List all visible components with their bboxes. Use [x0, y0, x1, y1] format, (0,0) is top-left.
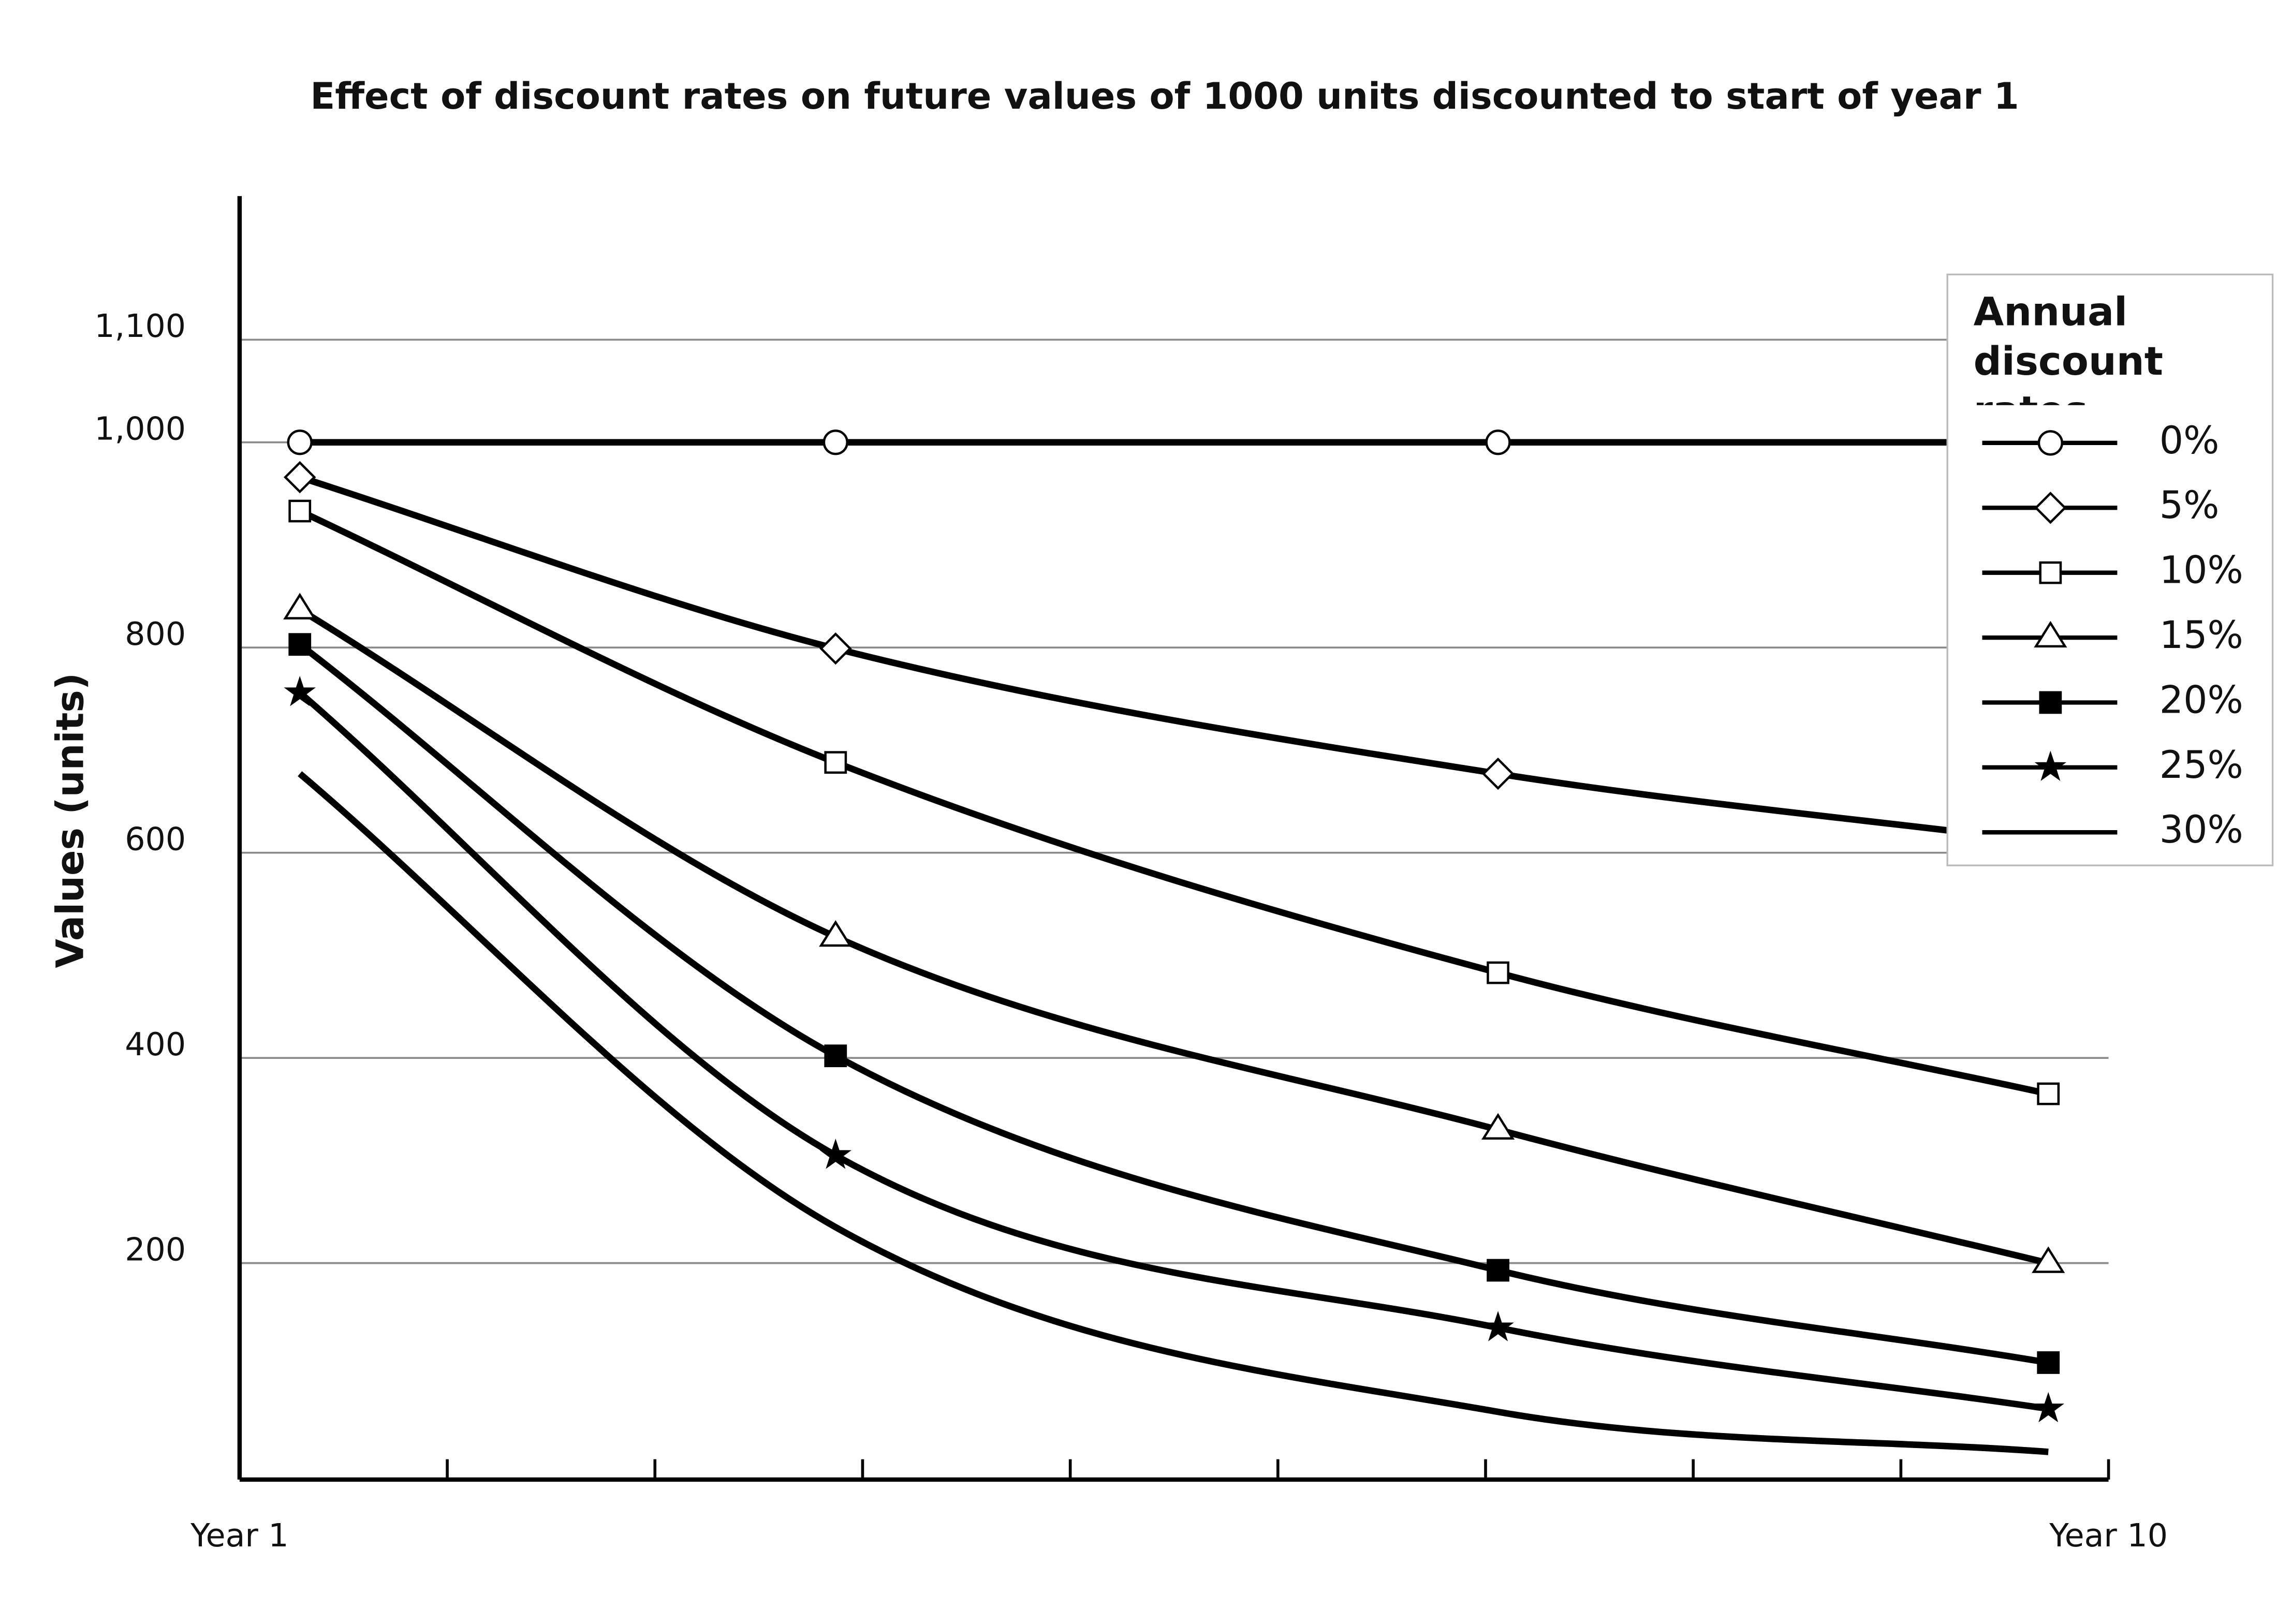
marker	[2032, 1392, 2064, 1423]
legend-title-box: Annual discount rates	[1973, 290, 2163, 405]
legend: Annual discount rates 0% 5% 10% 15% 20% 25% 30%	[1946, 273, 2274, 866]
marker	[2034, 491, 2067, 524]
y-tick-label: 1,100	[94, 307, 186, 345]
marker	[287, 429, 313, 455]
legend-label: 0%	[2160, 419, 2220, 463]
marker	[2032, 1246, 2065, 1273]
line	[298, 508, 2049, 1097]
x-tick-label: Year 10	[2049, 1517, 2168, 1554]
marker	[288, 633, 312, 656]
legend-label: 25%	[2160, 743, 2243, 787]
marker	[819, 920, 853, 947]
marker	[824, 1044, 847, 1068]
chart-title: Effect of discount rates on future value…	[310, 75, 2019, 117]
y-axis-label: Values (units)	[48, 673, 92, 968]
line	[298, 771, 2049, 1455]
marker	[2037, 1351, 2060, 1374]
marker	[284, 461, 316, 494]
marker	[1485, 429, 1511, 455]
marker	[2034, 750, 2067, 781]
line	[298, 607, 2049, 1266]
marker	[824, 751, 847, 774]
marker	[2037, 1082, 2060, 1105]
marker	[2037, 430, 2064, 456]
line	[298, 642, 2049, 1366]
marker	[819, 1139, 852, 1169]
marker	[2039, 691, 2062, 714]
y-tick-label: 1,000	[94, 410, 186, 447]
marker	[819, 632, 852, 665]
marker	[822, 429, 848, 455]
legend-title: Annual discount rates	[1973, 290, 2163, 405]
line	[298, 690, 2049, 1412]
legend-label: 20%	[2160, 678, 2243, 722]
y-tick-label: 400	[125, 1026, 186, 1063]
marker	[1482, 1311, 1514, 1341]
marker	[288, 499, 312, 523]
legend-label: 15%	[2160, 613, 2243, 657]
marker	[1487, 1259, 1509, 1282]
marker	[1481, 757, 1515, 790]
marker	[1487, 961, 1509, 984]
legend-label: 5%	[2160, 483, 2220, 527]
line	[299, 474, 2049, 846]
marker	[2039, 561, 2062, 584]
legend-label: 30%	[2160, 808, 2243, 852]
legend-label: 10%	[2160, 549, 2243, 593]
marker	[1481, 1113, 1515, 1140]
y-tick-label: 200	[125, 1231, 186, 1268]
x-tick-label: Year 1	[190, 1517, 289, 1554]
marker	[283, 593, 317, 619]
marker	[284, 676, 316, 706]
y-tick-label: 800	[125, 615, 186, 653]
marker	[2034, 621, 2067, 648]
y-tick-label: 600	[125, 820, 186, 858]
